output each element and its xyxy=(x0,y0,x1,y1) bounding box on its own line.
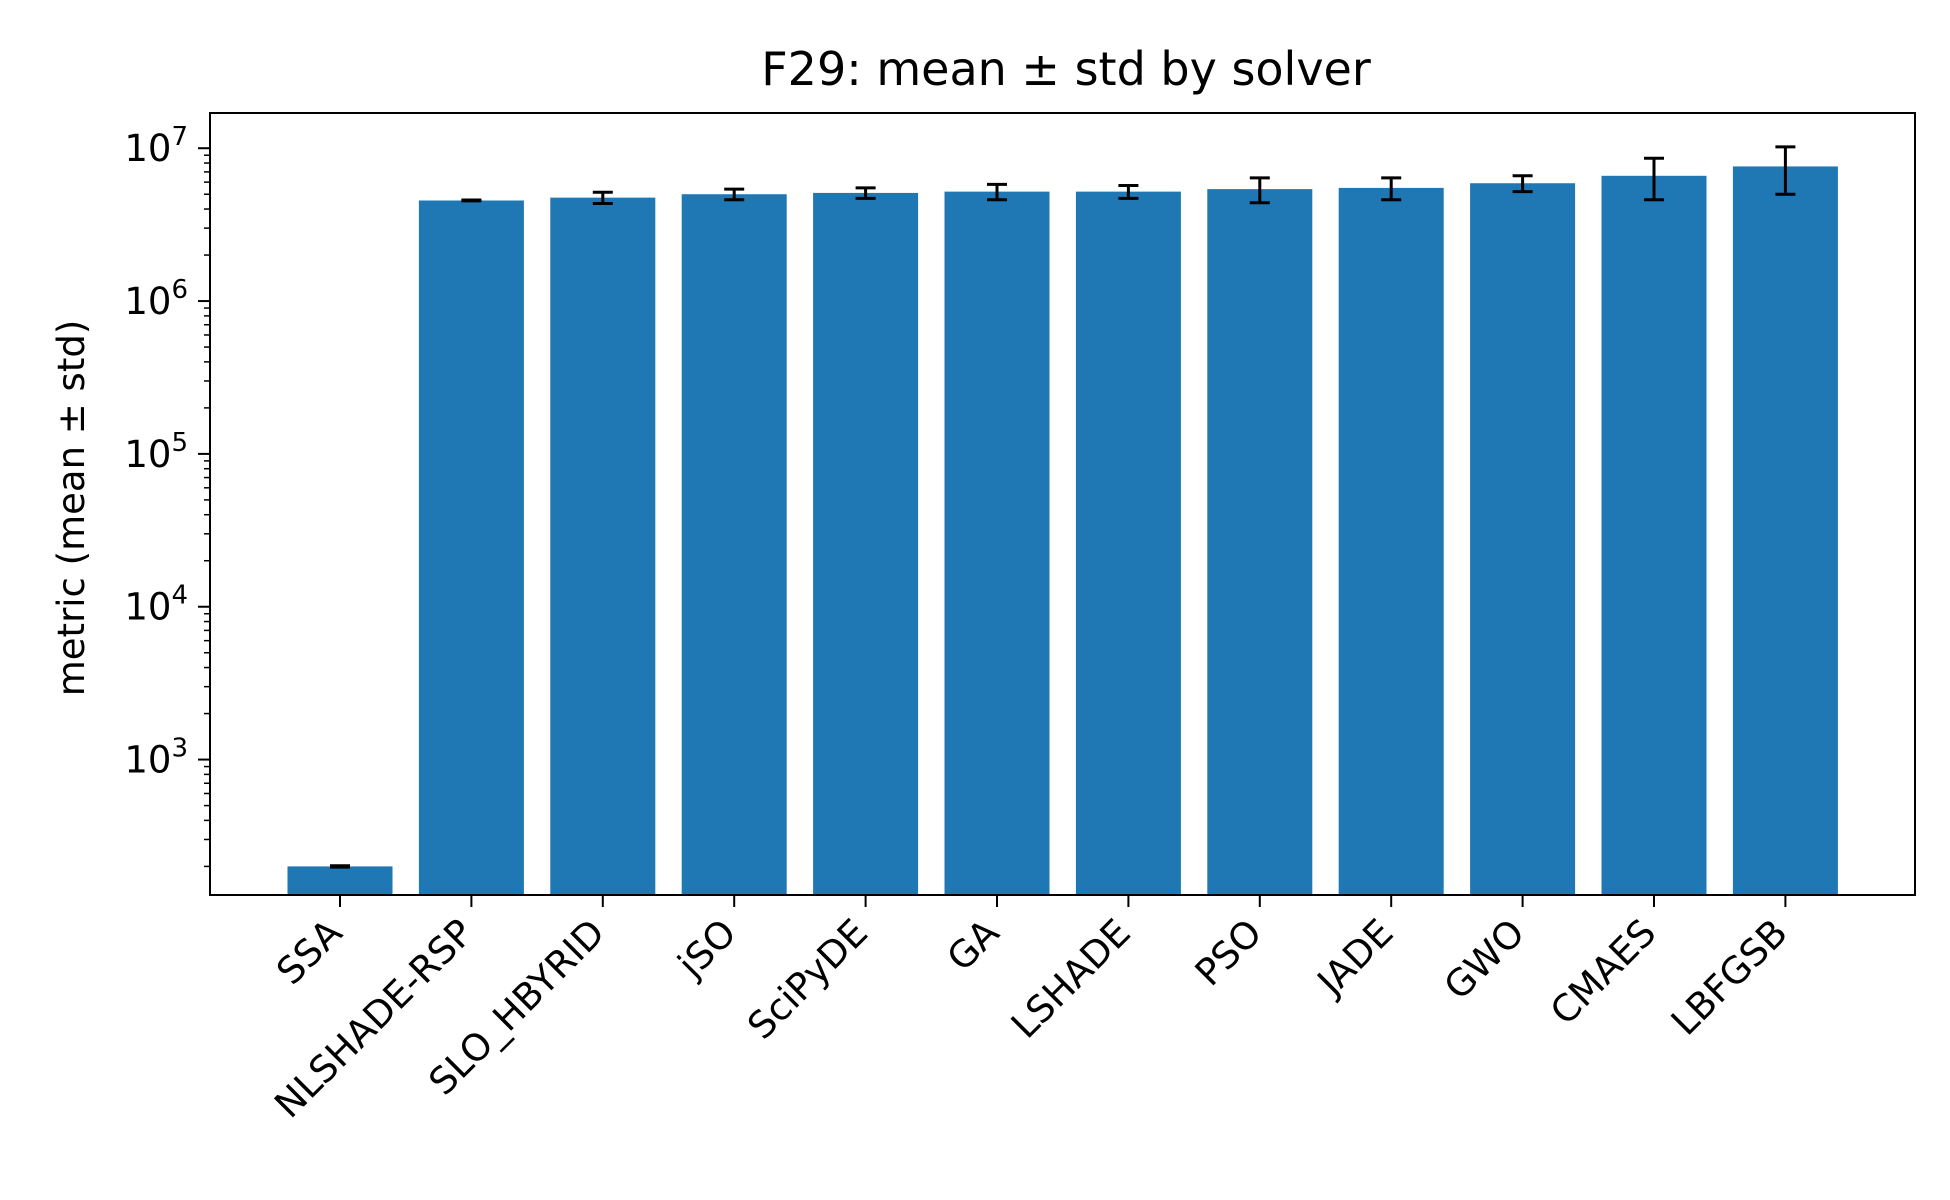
y-tick-label: 106 xyxy=(124,275,188,323)
errorbar-PSO xyxy=(1249,176,1270,205)
bar-GWO xyxy=(1470,183,1576,895)
x-tick-label: JADE xyxy=(1308,911,1402,1005)
x-tick-label: CMAES xyxy=(1542,911,1664,1033)
bar-SLO_HBYRID xyxy=(550,197,656,895)
bar-JADE xyxy=(1338,187,1444,895)
x-tick-label: GWO xyxy=(1436,911,1533,1008)
bar-CMAES xyxy=(1601,175,1707,895)
bar-NLSHADE-RSP xyxy=(418,200,524,895)
x-tick-label: SSA xyxy=(268,911,350,993)
errorbars-group xyxy=(330,145,1796,869)
chart-title: F29: mean ± std by solver xyxy=(761,42,1371,96)
bar-LSHADE xyxy=(1075,191,1181,895)
bar-SSA xyxy=(287,866,393,895)
x-tick-label: SciPyDE xyxy=(739,911,876,1048)
y-tick-label: 103 xyxy=(124,734,188,782)
bar-LBFGSB xyxy=(1732,166,1838,895)
bar-jSO xyxy=(681,194,787,896)
errorbar-LBFGSB xyxy=(1775,145,1796,196)
errorbar-LSHADE xyxy=(1118,184,1139,200)
errorbar-jSO xyxy=(724,187,745,202)
bar-SciPyDE xyxy=(813,192,919,895)
errorbar-NLSHADE-RSP xyxy=(461,198,482,203)
errorbar-SSA xyxy=(330,864,350,869)
errorbar-GWO xyxy=(1512,174,1533,194)
x-tick-label: LBFGSB xyxy=(1663,911,1796,1044)
errorbar-GA xyxy=(987,182,1007,202)
x-tick-label: jSO xyxy=(669,911,745,987)
bar-GA xyxy=(944,191,1050,895)
x-tick-label: LSHADE xyxy=(1003,911,1139,1047)
x-tick-label: PSO xyxy=(1187,911,1270,994)
y-tick-label: 107 xyxy=(124,122,188,170)
errorbar-SLO_HBYRID xyxy=(592,190,613,205)
errorbar-SciPyDE xyxy=(855,186,876,200)
bar-PSO xyxy=(1207,189,1313,896)
y-tick-label: 105 xyxy=(124,428,188,476)
y-axis-label: metric (mean ± std) xyxy=(50,320,93,697)
bars-group xyxy=(287,166,1838,896)
y-axis: 103 104 105 106 107 xyxy=(124,122,210,868)
y-tick-label: 104 xyxy=(124,581,188,629)
plot-frame xyxy=(209,112,1916,896)
x-tick-label: GA xyxy=(939,911,1008,980)
errorbar-CMAES xyxy=(1644,156,1664,202)
errorbar-JADE xyxy=(1381,176,1402,202)
